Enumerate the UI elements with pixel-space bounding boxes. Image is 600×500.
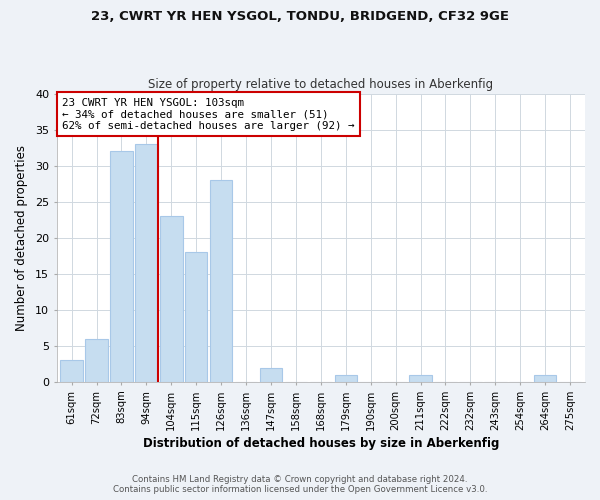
Text: Contains public sector information licensed under the Open Government Licence v3: Contains public sector information licen… (113, 485, 487, 494)
Bar (335, 375, 357, 382)
Bar (160, 216, 182, 382)
Bar (135, 144, 158, 382)
Text: Contains HM Land Registry data © Crown copyright and database right 2024.: Contains HM Land Registry data © Crown c… (132, 475, 468, 484)
Bar (185, 252, 208, 382)
Bar (61, 360, 83, 382)
Bar (210, 180, 232, 382)
Y-axis label: Number of detached properties: Number of detached properties (15, 145, 28, 331)
Text: 23, CWRT YR HEN YSGOL, TONDU, BRIDGEND, CF32 9GE: 23, CWRT YR HEN YSGOL, TONDU, BRIDGEND, … (91, 10, 509, 23)
Bar (110, 152, 133, 382)
Title: Size of property relative to detached houses in Aberkenfig: Size of property relative to detached ho… (148, 78, 493, 91)
X-axis label: Distribution of detached houses by size in Aberkenfig: Distribution of detached houses by size … (143, 437, 499, 450)
Bar (85, 339, 108, 382)
Bar (534, 375, 556, 382)
Bar (260, 368, 282, 382)
Text: 23 CWRT YR HEN YSGOL: 103sqm
← 34% of detached houses are smaller (51)
62% of se: 23 CWRT YR HEN YSGOL: 103sqm ← 34% of de… (62, 98, 355, 131)
Bar (409, 375, 432, 382)
